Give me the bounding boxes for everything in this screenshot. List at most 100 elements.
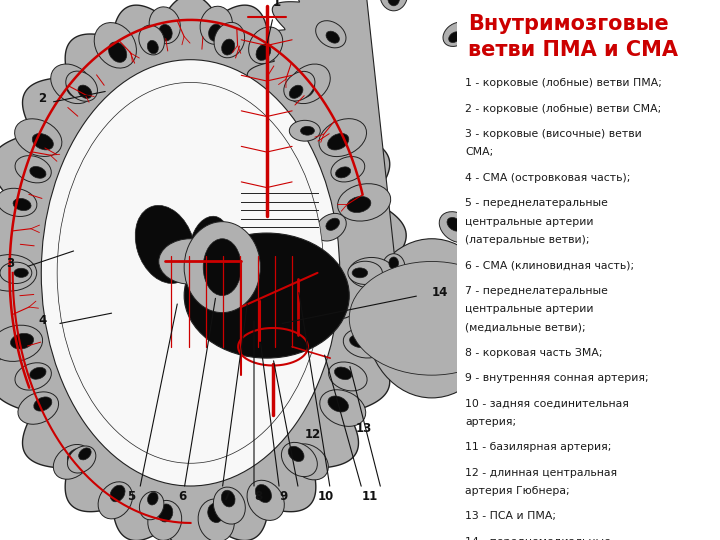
Ellipse shape	[349, 261, 514, 375]
Ellipse shape	[78, 448, 91, 460]
Text: 3 - корковые (височные) ветви: 3 - корковые (височные) ветви	[465, 129, 642, 139]
Text: 14 - переднемедиальные: 14 - переднемедиальные	[465, 537, 611, 540]
Ellipse shape	[200, 6, 233, 44]
Ellipse shape	[331, 157, 365, 182]
Ellipse shape	[15, 363, 51, 390]
Ellipse shape	[289, 85, 303, 98]
Ellipse shape	[57, 83, 324, 463]
Text: 7 - переднелатеральные: 7 - переднелатеральные	[465, 286, 608, 296]
Ellipse shape	[297, 448, 314, 464]
Ellipse shape	[208, 503, 223, 523]
Ellipse shape	[326, 218, 340, 231]
Ellipse shape	[140, 491, 164, 520]
Ellipse shape	[15, 156, 51, 183]
Ellipse shape	[14, 268, 28, 278]
Ellipse shape	[248, 27, 283, 64]
Ellipse shape	[320, 390, 366, 427]
Ellipse shape	[449, 32, 461, 43]
Ellipse shape	[34, 397, 52, 411]
Ellipse shape	[158, 239, 222, 284]
Text: артерия Гюбнера;: артерия Гюбнера;	[465, 486, 570, 496]
Text: 13 - ПСА и ПМА;: 13 - ПСА и ПМА;	[465, 511, 556, 522]
Ellipse shape	[256, 44, 271, 60]
Text: 12 - длинная центральная: 12 - длинная центральная	[465, 468, 617, 478]
Ellipse shape	[335, 367, 352, 380]
Ellipse shape	[289, 444, 328, 480]
Ellipse shape	[68, 446, 96, 473]
Ellipse shape	[315, 21, 346, 48]
Ellipse shape	[30, 367, 46, 379]
Text: (медиальные ветви);: (медиальные ветви);	[465, 322, 585, 333]
Ellipse shape	[288, 64, 330, 104]
Polygon shape	[242, 0, 401, 326]
Text: центральные артерии: центральные артерии	[465, 304, 593, 314]
Ellipse shape	[284, 71, 315, 101]
Ellipse shape	[256, 484, 271, 503]
Ellipse shape	[30, 166, 46, 178]
Text: 14: 14	[432, 286, 448, 299]
Text: 2 - корковые (лобные) ветви СМА;: 2 - корковые (лобные) ветви СМА;	[465, 104, 662, 114]
Ellipse shape	[109, 42, 127, 62]
Ellipse shape	[336, 167, 351, 178]
Ellipse shape	[348, 261, 382, 285]
Ellipse shape	[350, 335, 369, 348]
Ellipse shape	[328, 362, 367, 391]
Ellipse shape	[0, 254, 37, 291]
Ellipse shape	[66, 80, 85, 98]
Ellipse shape	[209, 24, 222, 41]
Text: артерия;: артерия;	[465, 417, 516, 427]
Ellipse shape	[319, 119, 366, 157]
Ellipse shape	[447, 218, 462, 231]
Ellipse shape	[98, 482, 132, 519]
Text: СМА;: СМА;	[465, 147, 493, 158]
Ellipse shape	[149, 7, 180, 44]
Text: 9: 9	[279, 490, 288, 503]
Ellipse shape	[13, 198, 31, 211]
Text: 11: 11	[362, 490, 378, 503]
Ellipse shape	[110, 485, 125, 502]
Ellipse shape	[18, 392, 58, 424]
Ellipse shape	[289, 120, 320, 141]
Text: 9 - внутренняя сонная артерия;: 9 - внутренняя сонная артерия;	[465, 373, 649, 383]
Ellipse shape	[0, 188, 37, 217]
Ellipse shape	[338, 184, 391, 221]
Ellipse shape	[214, 22, 245, 58]
Text: 7: 7	[222, 490, 230, 503]
Text: 4: 4	[38, 314, 46, 327]
Ellipse shape	[3, 265, 27, 281]
Ellipse shape	[399, 295, 465, 341]
Text: 10 - задняя соединительная: 10 - задняя соединительная	[465, 399, 629, 409]
Ellipse shape	[347, 197, 371, 213]
Ellipse shape	[288, 446, 304, 462]
Ellipse shape	[326, 31, 339, 43]
Ellipse shape	[282, 442, 318, 477]
Text: 6: 6	[178, 490, 186, 503]
Ellipse shape	[32, 133, 53, 150]
Ellipse shape	[352, 268, 368, 278]
Ellipse shape	[148, 40, 158, 54]
Ellipse shape	[300, 126, 315, 135]
Ellipse shape	[19, 68, 362, 477]
Ellipse shape	[159, 24, 172, 41]
Ellipse shape	[296, 80, 315, 98]
Ellipse shape	[11, 333, 34, 349]
Ellipse shape	[365, 239, 498, 398]
Text: 3: 3	[6, 257, 14, 270]
Ellipse shape	[148, 492, 158, 505]
Text: 5 - переднелатеральные: 5 - переднелатеральные	[465, 198, 608, 208]
Ellipse shape	[0, 325, 42, 361]
Ellipse shape	[184, 222, 261, 313]
Ellipse shape	[135, 205, 195, 284]
Ellipse shape	[184, 233, 349, 358]
Ellipse shape	[222, 39, 235, 55]
Text: 11 - базилярная артерия;: 11 - базилярная артерия;	[465, 442, 611, 453]
Text: 2: 2	[38, 92, 46, 105]
Ellipse shape	[439, 212, 474, 242]
Ellipse shape	[148, 501, 181, 540]
Ellipse shape	[374, 279, 490, 358]
Ellipse shape	[388, 0, 400, 6]
Text: 1 - корковые (лобные) ветви ПМА;: 1 - корковые (лобные) ветви ПМА;	[465, 78, 662, 89]
Text: 1: 1	[273, 0, 282, 9]
Text: 12: 12	[305, 428, 321, 441]
Ellipse shape	[443, 22, 470, 46]
